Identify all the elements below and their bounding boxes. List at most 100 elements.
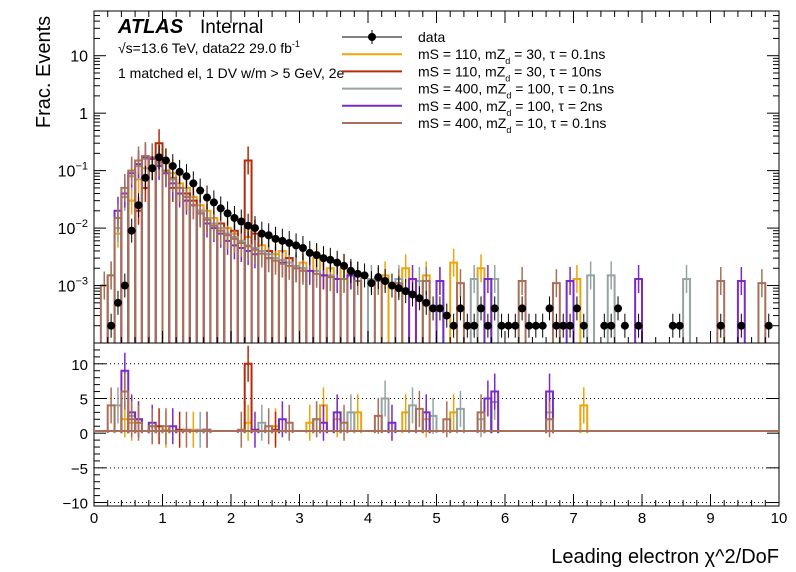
data-point bbox=[552, 321, 561, 330]
ratio-y-tick-label: 5 bbox=[80, 391, 88, 408]
legend-label: data bbox=[418, 29, 445, 45]
data-point bbox=[203, 193, 212, 202]
data-point bbox=[271, 234, 280, 243]
x-tick-label: 0 bbox=[90, 510, 98, 527]
legend-label-sub: d bbox=[505, 56, 510, 66]
legend-label-sub: d bbox=[505, 73, 510, 83]
data-point bbox=[668, 321, 677, 330]
legend-label-sub: d bbox=[506, 91, 511, 101]
energy-label: √s=13.6 TeV, data22 29.0 fb-1 bbox=[118, 39, 300, 56]
legend-label-tail: = 100, τ = 0.1ns bbox=[511, 81, 614, 97]
data-point bbox=[422, 298, 431, 307]
data-point bbox=[305, 248, 314, 257]
data-point bbox=[442, 311, 451, 320]
y-tick-label: 1 bbox=[79, 106, 88, 123]
x-axis-label: Leading electron χ^2/DoF bbox=[551, 546, 779, 568]
y-tick-label: 10 bbox=[70, 49, 88, 66]
legend-entry: mS = 400, mZd = 100, τ = 0.1ns bbox=[342, 81, 614, 101]
y-axis-label: Frac. Events bbox=[33, 16, 55, 128]
status-label: Internal bbox=[200, 17, 263, 38]
ratio-y-tick-label: 0 bbox=[80, 426, 88, 443]
x-tick-label: 2 bbox=[227, 510, 235, 527]
data-point bbox=[435, 304, 444, 313]
legend-label-sub: d bbox=[506, 108, 511, 118]
y-tick-base: 10 bbox=[58, 279, 76, 296]
data-point bbox=[716, 321, 725, 330]
selection-label: 1 matched el, 1 DV w/m > 5 GeV, 2e bbox=[118, 65, 345, 81]
data-point bbox=[250, 224, 259, 233]
data-point bbox=[675, 321, 684, 330]
data-point bbox=[107, 321, 116, 330]
x-tick-label: 10 bbox=[771, 510, 788, 527]
legend-label-main: data bbox=[418, 29, 445, 45]
data-point bbox=[449, 321, 458, 330]
data-point bbox=[223, 209, 232, 218]
legend-marker bbox=[368, 33, 376, 41]
data-point bbox=[134, 201, 143, 210]
data-point bbox=[209, 198, 218, 207]
data-point bbox=[490, 304, 499, 313]
legend-label-tail: = 100, τ = 2ns bbox=[511, 98, 602, 114]
data-point bbox=[230, 213, 239, 222]
x-tick-label: 7 bbox=[569, 510, 577, 527]
energy-prefix: √s=13.6 TeV, data22 29.0 fb bbox=[118, 40, 292, 56]
data-point bbox=[168, 162, 177, 171]
ratio-panel: −10 −5 0 5 10 0 1 2 3 4 5 6 7 8 9 10 Leading electron … bbox=[63, 342, 788, 568]
data-point bbox=[737, 321, 746, 330]
legend-entry: mS = 110, mZd = 30, τ = 0.1ns bbox=[342, 46, 605, 66]
legend-label: mS = 110, mZd = 30, τ = 10ns bbox=[418, 63, 601, 83]
ratio-y-axis: −10 −5 0 5 10 bbox=[63, 349, 779, 513]
data-point bbox=[429, 304, 438, 313]
y-tick-label: 10−2 bbox=[58, 218, 88, 238]
data-point bbox=[620, 321, 629, 330]
data-point bbox=[141, 173, 150, 182]
data-point bbox=[394, 284, 403, 293]
data-point bbox=[456, 304, 465, 313]
data-point bbox=[182, 172, 191, 181]
data-point bbox=[579, 321, 588, 330]
data-point bbox=[257, 229, 266, 238]
data-point bbox=[196, 186, 205, 195]
y-tick-exponent: −1 bbox=[75, 161, 88, 173]
x-tick-label: 3 bbox=[295, 510, 303, 527]
y-tick-exponent: −2 bbox=[75, 218, 88, 230]
y-tick-label: 10−1 bbox=[58, 161, 88, 181]
data-point bbox=[518, 304, 527, 313]
data-point bbox=[572, 304, 581, 313]
data-point bbox=[312, 251, 321, 260]
data-point bbox=[127, 226, 136, 235]
data-point bbox=[511, 321, 520, 330]
ratio-y-tick-label: −5 bbox=[71, 461, 88, 478]
data-point bbox=[216, 204, 225, 213]
data-point bbox=[524, 321, 533, 330]
legend-label: mS = 110, mZd = 30, τ = 0.1ns bbox=[418, 46, 605, 66]
data-point bbox=[566, 321, 575, 330]
data-point bbox=[244, 221, 253, 230]
legend-label: mS = 400, mZd = 10, τ = 0.1ns bbox=[418, 115, 606, 135]
y-tick-base: 10 bbox=[58, 164, 76, 181]
data-point bbox=[189, 179, 198, 188]
y-tick-base: 1 bbox=[79, 106, 88, 123]
data-point bbox=[545, 304, 554, 313]
legend-entry: mS = 400, mZd = 10, τ = 0.1ns bbox=[342, 115, 606, 135]
ratio-histograms bbox=[106, 345, 589, 448]
legend-label: mS = 400, mZd = 100, τ = 2ns bbox=[418, 98, 602, 118]
y-tick-exponent: −3 bbox=[75, 276, 88, 288]
main-x-axis-ticks bbox=[93, 11, 780, 343]
legend-label-tail: = 30, τ = 10ns bbox=[510, 63, 601, 79]
legend-label-sub: d bbox=[506, 125, 511, 135]
data-point bbox=[360, 271, 369, 280]
legend-label-tail: = 30, τ = 0.1ns bbox=[510, 46, 605, 62]
data-point bbox=[148, 164, 157, 173]
legend-label: mS = 400, mZd = 100, τ = 0.1ns bbox=[418, 81, 614, 101]
data-point bbox=[470, 321, 479, 330]
data-point bbox=[408, 290, 417, 299]
data-point bbox=[264, 231, 273, 240]
data-point bbox=[538, 321, 547, 330]
data-point bbox=[237, 217, 246, 226]
data-point bbox=[504, 321, 513, 330]
x-tick-label: 8 bbox=[638, 510, 646, 527]
data-point bbox=[607, 321, 616, 330]
data-point bbox=[497, 321, 506, 330]
